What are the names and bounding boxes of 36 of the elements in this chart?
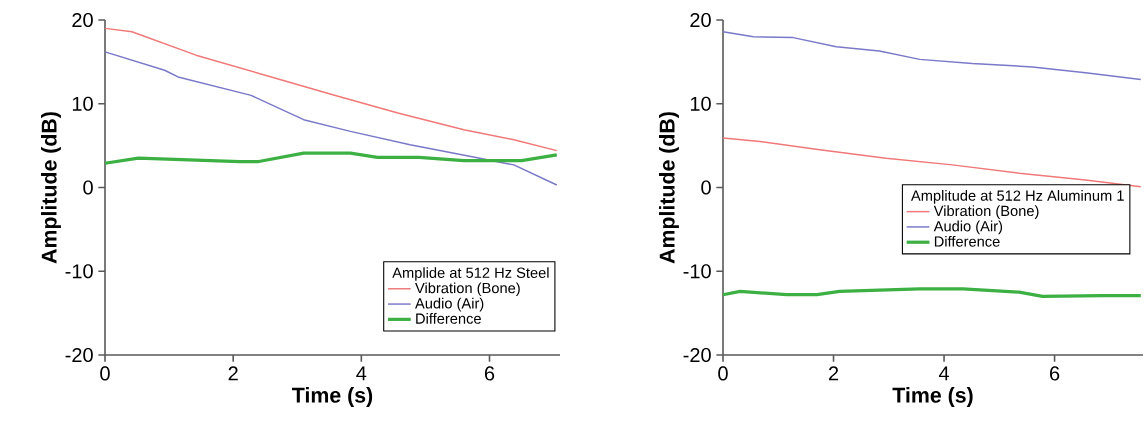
x-tick-label: 0 [100, 366, 110, 381]
y-tick-label: -10 [683, 264, 711, 279]
legend-label: Audio (Air) [415, 297, 484, 312]
x-tick-label: 4 [938, 366, 950, 381]
legend-title: Amplitude at 512 Hz Aluminum 1 [910, 190, 1124, 204]
y-tick-label: -20 [683, 347, 711, 363]
line-series [722, 137, 1142, 188]
legend-label: Difference [934, 235, 1000, 247]
line-series [104, 51, 558, 186]
y-tick-label: 0 [83, 180, 93, 195]
x-axis-title: Time (s) [892, 387, 973, 407]
y-tick-label: 10 [72, 96, 93, 111]
x-tick-label: 6 [1050, 366, 1060, 381]
x-tick-label: 6 [484, 366, 495, 381]
legend-label: Audio (Air) [933, 220, 1003, 235]
x-tick-label: 4 [356, 366, 367, 381]
y-axis-title: Amplitude (dB) [41, 112, 61, 264]
y-tick-label: 20 [690, 12, 711, 28]
y-tick-label: -10 [65, 264, 93, 279]
line-series [722, 30, 1142, 81]
legend-label: Vibration (Bone) [933, 205, 1039, 219]
x-tick-label: 0 [718, 366, 728, 381]
y-tick-label: 20 [72, 12, 93, 28]
y-tick-label: 10 [690, 96, 711, 111]
y-tick-label: -20 [65, 347, 93, 363]
y-axis-title: Amplitude (dB) [659, 112, 679, 264]
legend-label: Difference [416, 313, 481, 324]
x-axis-title: Time (s) [292, 387, 373, 407]
y-tick-label: 0 [701, 180, 711, 195]
x-tick-label: 2 [828, 366, 839, 381]
legend-title: Amplide at 512 Hz Steel [392, 267, 549, 281]
line-series [721, 287, 1143, 298]
legend-label: Vibration (Bone) [415, 282, 520, 297]
line-series [103, 151, 559, 165]
line-series [104, 27, 558, 152]
x-tick-label: 2 [228, 366, 238, 381]
